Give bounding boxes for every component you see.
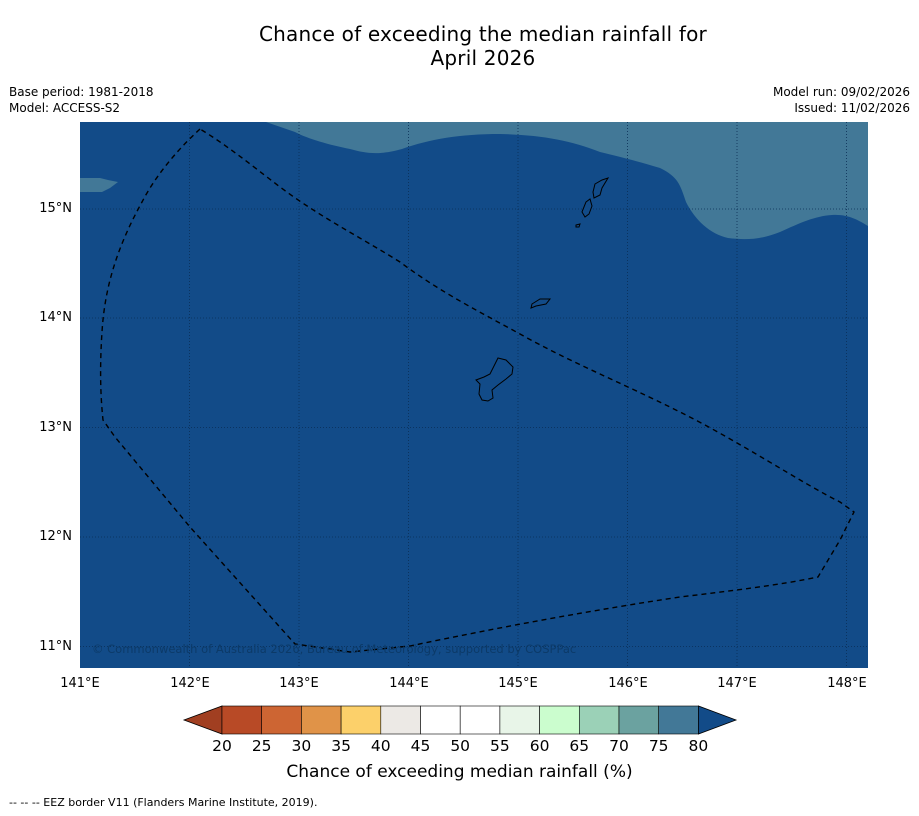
- lon-label-146e: 146°E: [608, 676, 648, 691]
- lat-label-12n: 12°N: [39, 529, 72, 544]
- lon-label-141e: 141°E: [60, 676, 100, 691]
- issued-date: Issued: 11/02/2026: [794, 101, 910, 115]
- island-rota: [530, 298, 552, 309]
- colorbar-over-arrow: [698, 705, 738, 735]
- map-title: Chance of exceeding the median rainfall …: [0, 22, 919, 70]
- colorbar-tick: 20: [212, 737, 232, 755]
- island-aguijan: [575, 223, 581, 228]
- colorbar-bin: [499, 705, 540, 735]
- colorbar-tick: 25: [251, 737, 272, 755]
- meta-left: Base period: 1981-2018 Model: ACCESS-S2: [9, 84, 154, 116]
- map-canvas: © Commonwealth of Australia 2026, Bureau…: [80, 122, 868, 668]
- colorbar-tick: 45: [410, 737, 431, 755]
- colorbar-tick: 50: [450, 737, 471, 755]
- colorbar-bin: [539, 705, 580, 735]
- colorbar-tick: 30: [291, 737, 312, 755]
- colorbar-tick: 65: [569, 737, 590, 755]
- island-tinian: [581, 198, 593, 218]
- colorbar-bin: [221, 705, 263, 735]
- island-guam: [475, 357, 514, 402]
- colorbar-under-arrow: [182, 705, 223, 735]
- colorbar-bin: [340, 705, 382, 735]
- title-line-1: Chance of exceeding the median rainfall …: [259, 22, 707, 46]
- map-panel[interactable]: © Commonwealth of Australia 2026, Bureau…: [80, 122, 868, 668]
- island-saipan: [592, 177, 610, 199]
- lon-label-148e: 148°E: [827, 676, 867, 691]
- colorbar-tick: 80: [688, 737, 709, 755]
- colorbar-tick: 55: [490, 737, 510, 755]
- lon-label-144e: 144°E: [389, 676, 429, 691]
- colorbar-label: Chance of exceeding median rainfall (%): [286, 762, 633, 782]
- colorbar: [182, 705, 738, 735]
- colorbar-bin: [618, 705, 660, 735]
- colorbar-bin: [380, 705, 421, 735]
- eez-footnote: -- -- -- EEZ border V11 (Flanders Marine…: [9, 796, 318, 809]
- islands: [475, 177, 610, 402]
- colorbar-tick: 35: [331, 737, 351, 755]
- colorbar-bin: [420, 705, 461, 735]
- colorbar-tick: 75: [648, 737, 669, 755]
- lat-label-15n: 15°N: [39, 201, 72, 216]
- graticule: [80, 122, 868, 668]
- copyright-text: © Commonwealth of Australia 2026, Bureau…: [92, 642, 576, 656]
- lon-label-142e: 142°E: [170, 676, 210, 691]
- colorbar-tick: 60: [529, 737, 550, 755]
- colorbar-tick: 40: [370, 737, 391, 755]
- model-run: Model run: 09/02/2026: [772, 85, 910, 99]
- lon-label-143e: 143°E: [279, 676, 319, 691]
- eez-border: [99, 128, 855, 653]
- region-75-80-north: [266, 122, 868, 240]
- colorbar-bin: [658, 705, 699, 735]
- lat-label-13n: 13°N: [39, 420, 72, 435]
- base-period: Base period: 1981-2018: [9, 85, 154, 99]
- lon-label-147e: 147°E: [717, 676, 757, 691]
- lat-label-14n: 14°N: [39, 310, 72, 325]
- lon-label-145e: 145°E: [498, 676, 538, 691]
- meta-right: Model run: 09/02/2026 Issued: 11/02/2026: [773, 84, 910, 116]
- colorbar-bin: [261, 705, 302, 735]
- region-75-80-west: [80, 178, 118, 192]
- lat-label-11n: 11°N: [39, 639, 72, 654]
- model-name: Model: ACCESS-S2: [9, 101, 121, 115]
- colorbar-bin: [459, 705, 501, 735]
- colorbar-tick: 70: [609, 737, 629, 755]
- title-line-2: April 2026: [430, 46, 536, 70]
- colorbar-bin: [578, 705, 620, 735]
- colorbar-bin: [301, 705, 342, 735]
